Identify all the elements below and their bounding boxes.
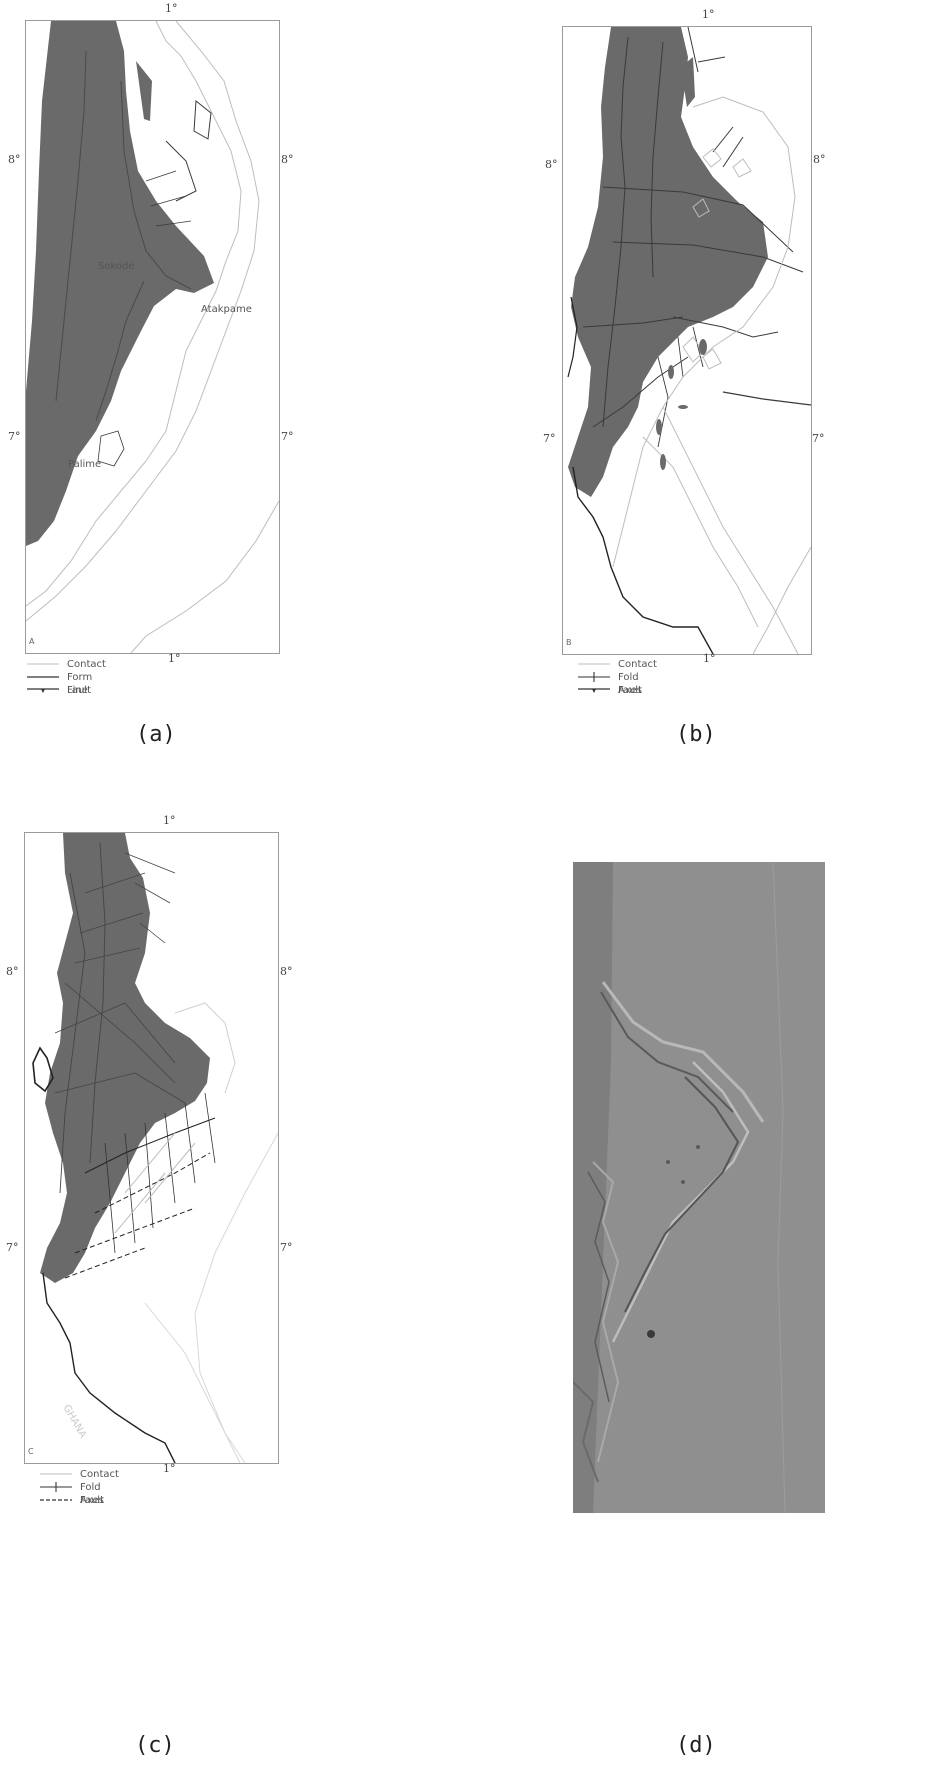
panel-caption-a: (a) <box>136 722 176 747</box>
longitude-top-label: 1° <box>163 814 176 827</box>
latitude-7-left: 7° <box>8 430 21 443</box>
legend-item-form-line: Form Line <box>25 671 106 696</box>
legend-item-contact: Contact <box>576 658 657 671</box>
longitude-top-label: 1° <box>702 8 715 21</box>
legend-item-contact: Contact <box>25 658 106 671</box>
fault-symbol <box>27 688 59 693</box>
place-label-atakpame: Atakpame <box>201 304 252 315</box>
contact-symbol <box>40 1473 72 1475</box>
latitude-8-right: 8° <box>280 965 293 978</box>
panel-caption-b: (b) <box>676 722 716 747</box>
latitude-7-right: 7° <box>281 430 294 443</box>
geologic-map-b <box>567 27 811 654</box>
fold-axes-symbol <box>578 672 610 682</box>
terrain-texture <box>573 862 825 1513</box>
fault-symbol <box>578 688 610 693</box>
latitude-7-left: 7° <box>6 1241 19 1254</box>
legend-item-fold-axes: Fold Axes <box>576 671 657 696</box>
map-frame-b: B <box>562 26 812 655</box>
longitude-top-label: 1° <box>165 2 178 15</box>
fold-axes-symbol <box>40 1482 72 1492</box>
mountain-belt-shape <box>568 27 768 497</box>
mountain-belt-shape <box>26 21 214 546</box>
map-legend: Contact Fold Axes Fault <box>38 1468 119 1507</box>
form-line-symbol <box>27 676 59 678</box>
satellite-image <box>573 862 825 1513</box>
map-legend: Contact Form Line Fault <box>25 658 106 697</box>
legend-item-fault: Fault <box>25 684 106 697</box>
place-label-palime: Palime <box>68 459 102 470</box>
panel-corner-label: C <box>28 1447 34 1456</box>
geologic-map-a <box>26 21 279 653</box>
panel-caption-c: (c) <box>135 1733 175 1758</box>
fault-symbol <box>40 1499 72 1501</box>
latitude-8-right: 8° <box>281 153 294 166</box>
mountain-belt-shape <box>40 833 210 1283</box>
contact-symbol <box>27 663 59 665</box>
place-label-sokode: Sokodé <box>98 261 135 272</box>
longitude-bottom-label: 1° <box>703 652 716 665</box>
latitude-7-right: 7° <box>812 432 825 445</box>
panel-caption-d: (d) <box>676 1733 716 1758</box>
panel-corner-label: A <box>29 637 35 646</box>
longitude-bottom-label: 1° <box>168 652 181 665</box>
latitude-7-left: 7° <box>543 432 556 445</box>
map-frame-a: Sokodé Atakpame Palime A <box>25 20 280 654</box>
legend-item-fault: Fault <box>576 684 657 697</box>
contact-symbol <box>578 663 610 665</box>
geologic-map-c <box>32 833 278 1463</box>
latitude-8-left: 8° <box>6 965 19 978</box>
map-frame-c: GHANA C <box>24 832 279 1464</box>
legend-item-contact: Contact <box>38 1468 119 1481</box>
map-legend: Contact Fold Axes Fault <box>576 658 657 697</box>
latitude-8-left: 8° <box>545 158 558 171</box>
longitude-bottom-label: 1° <box>163 1462 176 1475</box>
legend-item-fault: Fault <box>38 1494 119 1507</box>
latitude-8-right: 8° <box>813 153 826 166</box>
panel-corner-label: B <box>566 638 572 647</box>
latitude-8-left: 8° <box>8 153 21 166</box>
latitude-7-right: 7° <box>280 1241 293 1254</box>
legend-item-fold-axes: Fold Axes <box>38 1481 119 1506</box>
